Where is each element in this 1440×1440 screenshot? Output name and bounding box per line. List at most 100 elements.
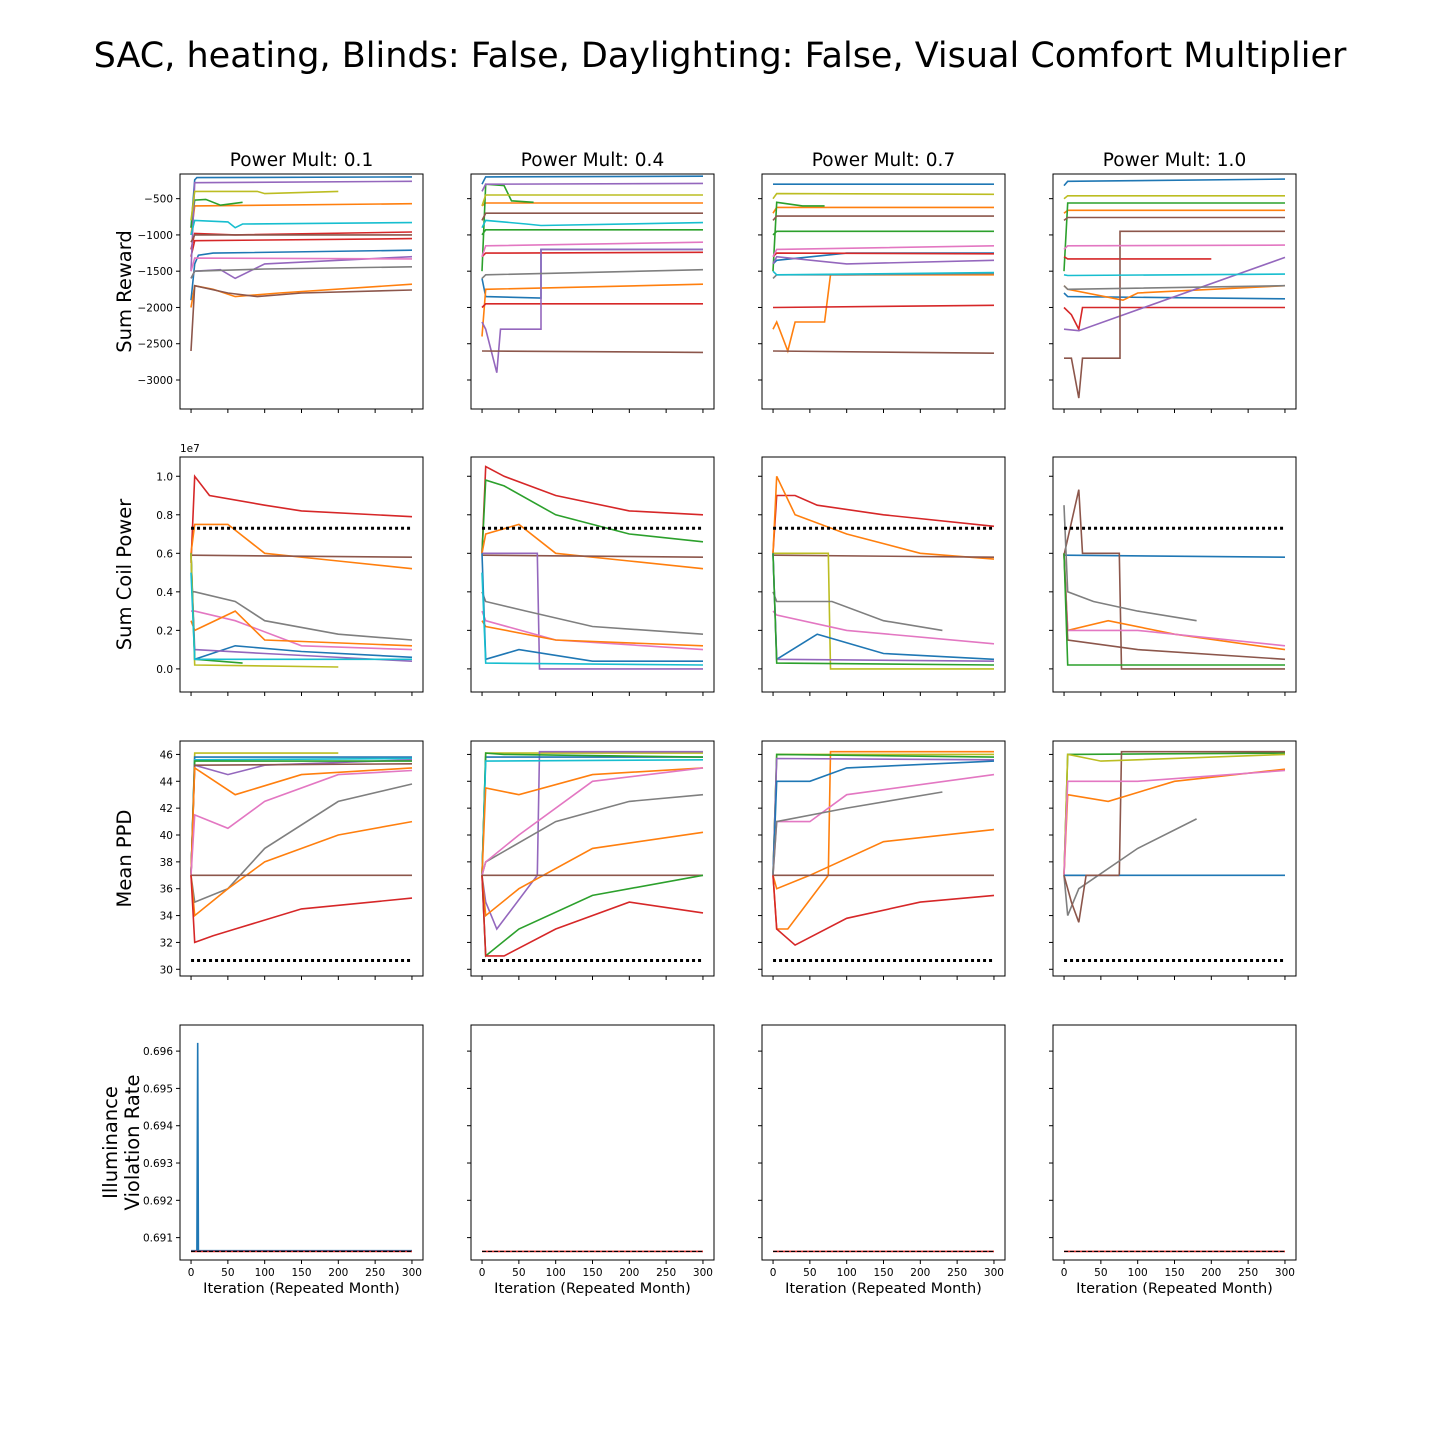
y-tick-label: 30 [160,964,173,976]
series-line [481,479,704,554]
series-line [1063,553,1286,651]
y-tick-label: 0.696 [143,1046,173,1058]
series-line [481,572,704,666]
series-line [190,763,413,876]
series-line [190,766,413,876]
series-line [481,302,703,309]
series-line [1063,256,1212,260]
series-line [772,350,995,354]
series-line [772,270,995,276]
x-axis-label: Iteration (Repeated Month) [494,1281,691,1297]
y-axis-label: Illuminance [99,1086,122,1199]
y-tick-label: 46 [160,749,174,761]
series-line [481,251,704,258]
series-line [190,759,413,876]
series-line [1063,256,1286,332]
x-tick-label: 250 [656,1267,676,1279]
series-line [1063,292,1286,300]
series-line [772,304,995,309]
series-line [772,773,995,876]
series-line [1063,768,1286,876]
y-tick-label: −3000 [137,375,173,387]
x-tick-label: 100 [1128,1267,1148,1279]
x-axis-label: Iteration (Repeated Month) [1076,1281,1273,1297]
series-line [772,553,995,661]
series-line [481,241,704,257]
series-line [481,350,704,354]
series-line [481,875,704,957]
series-line [481,767,704,876]
series-line [1063,554,1286,558]
series-line [772,245,995,258]
series-line [190,176,413,228]
x-axis-label: Iteration (Repeated Month) [785,1281,982,1297]
series-line [772,875,995,947]
series-line [190,474,413,563]
series-line [1063,553,1286,647]
series-line [772,475,995,560]
axes-frame [761,456,1006,693]
series-line [1063,553,1285,666]
series-line [1064,750,1285,877]
axes-frame [1052,740,1297,977]
series-line [1064,230,1285,399]
axes-frame [179,740,424,977]
x-tick-label: 200 [1201,1267,1221,1279]
series-line [481,183,534,272]
y-tick-label: 0.0 [156,664,173,676]
series-line [481,831,704,918]
x-axis-label: Iteration (Repeated Month) [203,1281,400,1297]
y-tick-label: 42 [160,803,173,815]
series-line [481,229,703,236]
series-line [772,494,995,554]
x-tick-label: 100 [255,1267,275,1279]
series-line [190,237,413,257]
series-line [772,201,825,272]
series-line [190,610,413,647]
series-line [190,769,413,876]
x-tick-label: 300 [1275,1267,1295,1279]
x-tick-label: 100 [837,1267,857,1279]
series-line [190,284,413,352]
y-axis-label: Sum Coil Power [113,498,136,650]
series-line [481,793,704,876]
y-tick-label: 38 [160,857,173,869]
series-line [190,523,413,570]
axes-frame [761,173,1006,410]
series-line [190,554,413,558]
series-line [481,523,704,570]
y-tick-label: 0.8 [156,510,173,522]
series-line [1063,306,1285,332]
y-axis-label: Mean PPD [113,810,136,908]
series-line [481,219,704,229]
series-line [190,572,412,661]
y-tick-label: 0.691 [143,1233,173,1245]
series-line [190,219,413,236]
series-line [772,753,995,876]
axes-frame [470,740,715,977]
x-tick-label: 300 [984,1267,1004,1279]
x-tick-label: 50 [803,1267,816,1279]
column-title: Power Mult: 0.4 [521,150,664,171]
x-tick-label: 100 [546,1267,566,1279]
axes-frame [470,1024,715,1261]
series-line [482,552,703,670]
y-tick-label: 40 [160,830,173,842]
x-tick-label: 50 [221,1267,234,1279]
y-tick-label: −1500 [137,266,173,278]
x-tick-label: 200 [619,1267,639,1279]
series-line [190,234,412,243]
series-line [1063,244,1286,250]
y-tick-label: 0.695 [143,1083,173,1095]
series-line [1063,195,1285,200]
y-tick-label: −1000 [137,230,173,242]
axes-frame [179,1024,424,1261]
series-line [481,767,704,876]
x-tick-label: 300 [693,1267,713,1279]
x-tick-label: 150 [1164,1267,1184,1279]
x-tick-label: 300 [402,1267,422,1279]
series-line [1063,489,1285,670]
axes-frame [761,740,1006,977]
series-line [1063,769,1286,876]
y-tick-label: 0.693 [143,1158,173,1170]
